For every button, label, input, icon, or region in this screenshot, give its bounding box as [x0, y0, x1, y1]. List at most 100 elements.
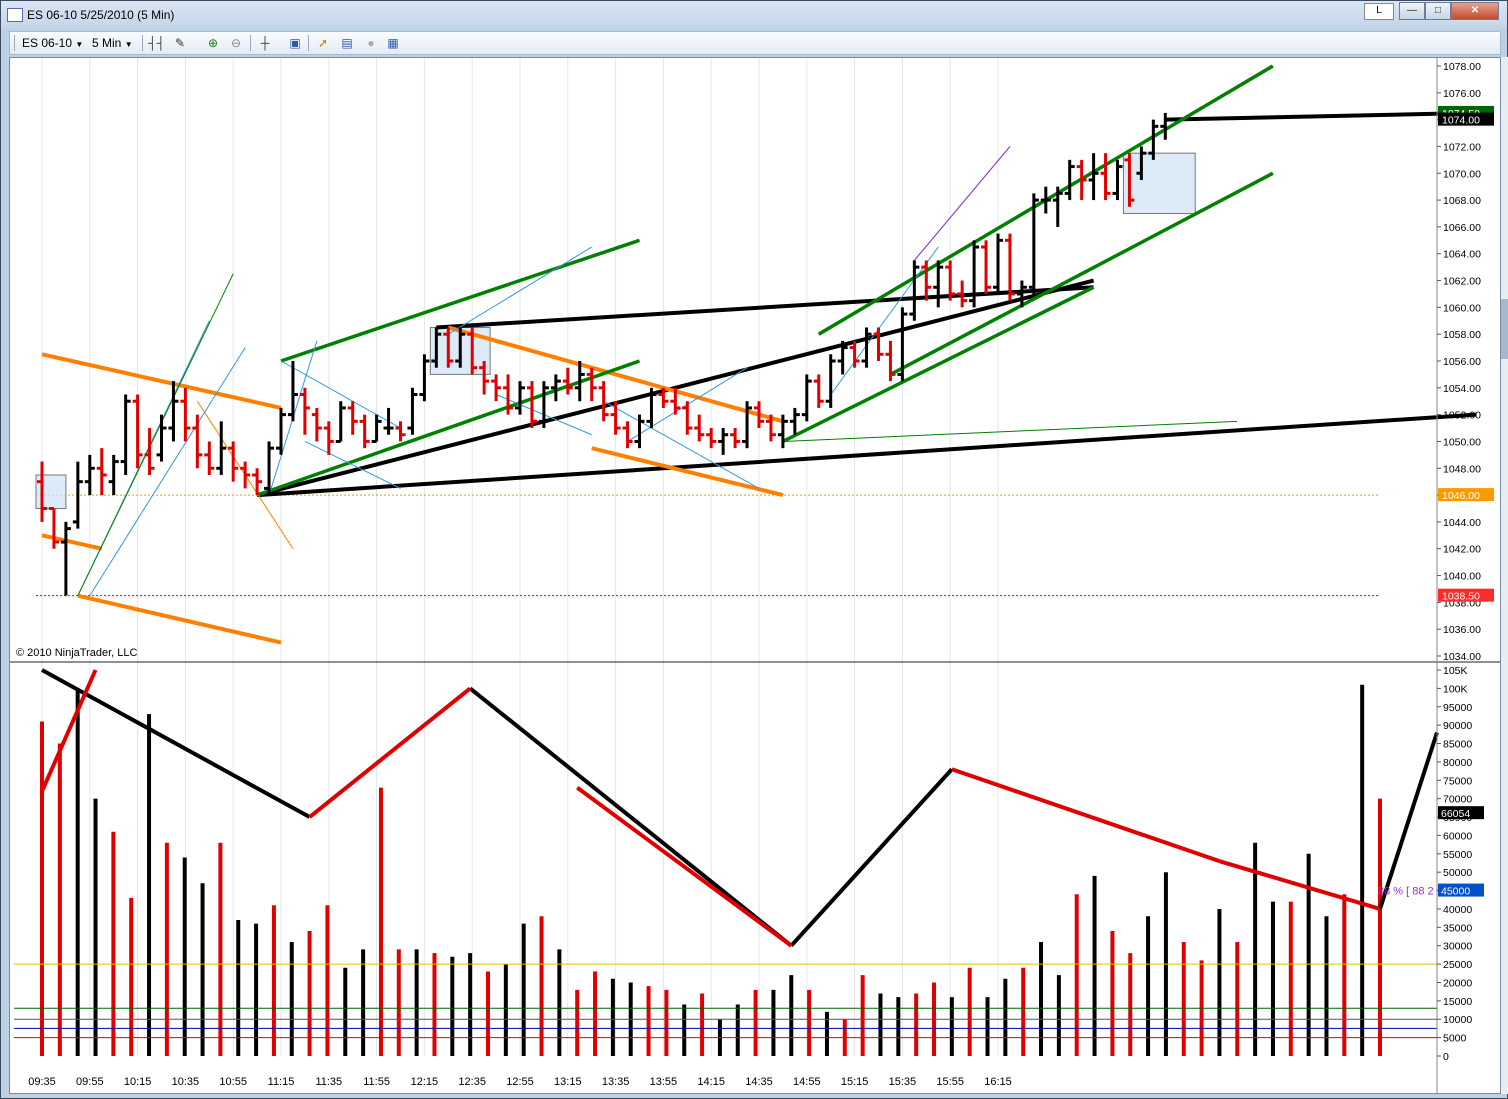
- volume-tick-label: 70000: [1443, 794, 1472, 806]
- price-marker: [1438, 112, 1494, 126]
- trend-line: [830, 246, 939, 395]
- instrument-label: ES 06-10: [22, 36, 73, 50]
- price-tick-label: 1048.00: [1443, 463, 1481, 475]
- trend-line: [41, 533, 103, 551]
- time-tick-label: 14:55: [793, 1076, 821, 1088]
- strategy-icon[interactable]: ➚: [317, 36, 329, 50]
- volume-trend-line: [41, 668, 311, 819]
- maximize-button[interactable]: □: [1425, 2, 1451, 20]
- vertical-scrollbar[interactable]: [1501, 57, 1508, 1094]
- price-tick-label: 1058.00: [1443, 329, 1481, 341]
- price-marker: [1438, 488, 1494, 502]
- time-tick-label: 10:55: [219, 1076, 247, 1088]
- data-series-icon[interactable]: ●: [367, 36, 375, 50]
- trend-line: [782, 420, 1238, 442]
- price-tick-label: 1040.00: [1443, 571, 1481, 583]
- trend-line: [77, 273, 234, 596]
- instrument-selector[interactable]: ES 06-10 ▼: [22, 36, 83, 50]
- toolbar-separator: [308, 35, 309, 51]
- bar-type-icon[interactable]: ┤┤: [148, 36, 166, 50]
- interval-label: 5 Min: [92, 36, 122, 50]
- time-tick-label: 11:55: [363, 1076, 390, 1088]
- price-tick-label: 1050.00: [1443, 436, 1481, 448]
- volume-tick-label: 5000: [1443, 1033, 1467, 1045]
- price-tick-label: 1064.00: [1443, 249, 1481, 261]
- time-tick-label: 10:35: [172, 1076, 200, 1088]
- crosshair-icon[interactable]: ┼: [260, 36, 270, 50]
- scrollbar-thumb[interactable]: [1501, 299, 1508, 359]
- interval-selector[interactable]: 5 Min ▼: [92, 36, 133, 50]
- volume-trend-line: [576, 786, 793, 948]
- volume-tick-label: 95000: [1443, 702, 1472, 714]
- time-tick-label: 15:55: [936, 1076, 964, 1088]
- trend-line: [591, 446, 784, 498]
- volume-trend-line: [1218, 859, 1381, 911]
- range-box: [1122, 152, 1196, 214]
- volume-tick-label: 35000: [1443, 922, 1472, 934]
- volume-trend-line: [951, 767, 1221, 864]
- trend-line: [1165, 110, 1477, 122]
- properties-icon[interactable]: ▣: [289, 36, 301, 50]
- volume-marker: [1438, 806, 1484, 820]
- title-bar[interactable]: ES 06-10 5/25/2010 (5 Min) L — □ ✕: [1, 1, 1507, 29]
- price-tick-label: 1044.00: [1443, 517, 1481, 529]
- volume-tick-label: 105K: [1443, 665, 1468, 677]
- time-tick-label: 14:35: [745, 1076, 773, 1088]
- zoom-in-icon[interactable]: ⊕: [207, 36, 219, 50]
- price-tick-label: 1066.00: [1443, 222, 1481, 234]
- zoom-out-icon[interactable]: ⊖: [230, 36, 242, 50]
- volume-tick-label: 75000: [1443, 775, 1472, 787]
- trend-line: [889, 171, 1274, 376]
- chart-canvas[interactable]: 09:35 09:55 10:15 10:35 10:55 11:15 11:35 11:55…: [10, 58, 1500, 1093]
- price-tick-label: 1054.00: [1443, 383, 1481, 395]
- price-tick-label: 1056.00: [1443, 356, 1481, 368]
- volume-marker: [1438, 883, 1484, 897]
- volume-tick-label: 100K: [1443, 683, 1468, 695]
- trend-line: [280, 238, 641, 363]
- volume-annotation: 88 % [ 88 2: [1378, 886, 1434, 898]
- volume-marker-label: 66054: [1441, 808, 1470, 820]
- time-tick-label: 13:15: [554, 1076, 582, 1088]
- volume-trend-line: [1378, 731, 1439, 910]
- time-tick-label: 12:55: [506, 1076, 534, 1088]
- time-tick-label: 12:15: [411, 1076, 439, 1088]
- link-button[interactable]: L: [1364, 3, 1394, 20]
- price-tick-label: 1070.00: [1443, 168, 1481, 180]
- volume-tick-label: 20000: [1443, 977, 1472, 989]
- price-tick-label: 1060.00: [1443, 302, 1481, 314]
- window-title: ES 06-10 5/25/2010 (5 Min): [27, 8, 175, 22]
- chart-area[interactable]: 09:35 09:55 10:15 10:35 10:55 11:15 11:35 11:55…: [9, 57, 1501, 1094]
- volume-tick-label: 90000: [1443, 720, 1472, 732]
- time-tick-label: 15:15: [841, 1076, 869, 1088]
- time-tick-label: 11:35: [315, 1076, 342, 1088]
- price-marker-label: 1038.50: [1442, 591, 1480, 603]
- price-marker-label: 1074.00: [1442, 115, 1480, 127]
- trend-line: [782, 285, 1095, 444]
- volume-tick-label: 30000: [1443, 941, 1472, 953]
- toolbar-separator: [250, 35, 251, 51]
- price-tick-label: 1078.00: [1443, 61, 1481, 73]
- trend-line: [280, 360, 401, 429]
- volume-tick-label: 0: [1443, 1051, 1449, 1063]
- price-tick-label: 1052.00: [1443, 410, 1481, 422]
- indicators-icon[interactable]: ▤: [341, 36, 353, 50]
- time-tick-label: 13:35: [602, 1076, 630, 1088]
- volume-tick-label: 50000: [1443, 867, 1472, 879]
- trend-line: [256, 359, 641, 497]
- range-box: [35, 474, 67, 509]
- minimize-button[interactable]: —: [1399, 2, 1425, 20]
- volume-tick-label: 25000: [1443, 959, 1472, 971]
- drawing-tools-icon[interactable]: ✎: [174, 36, 186, 50]
- volume-marker-label: 45000: [1441, 886, 1470, 898]
- volume-tick-label: 80000: [1443, 757, 1472, 769]
- time-tick-label: 15:35: [889, 1076, 917, 1088]
- chevron-down-icon: ▼: [124, 40, 133, 49]
- time-tick-label: 13:55: [650, 1076, 678, 1088]
- price-marker: [1438, 588, 1494, 602]
- data-box-icon[interactable]: ▦: [387, 36, 399, 50]
- volume-trend-line: [308, 686, 472, 819]
- close-button[interactable]: ✕: [1451, 2, 1499, 20]
- time-tick-label: 09:55: [76, 1076, 104, 1088]
- time-tick-label: 10:15: [124, 1076, 152, 1088]
